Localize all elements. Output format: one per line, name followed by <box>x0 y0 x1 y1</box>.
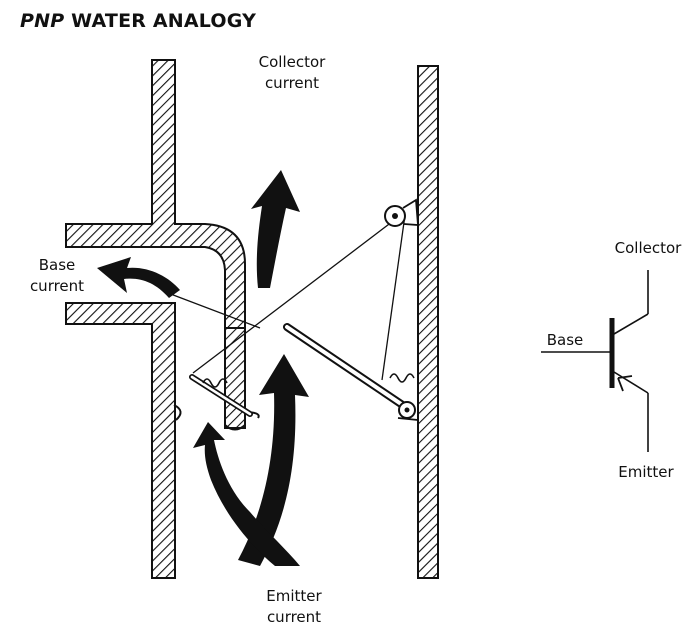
left-wall-fin <box>173 404 182 421</box>
emitter-current-line2: current <box>266 608 322 626</box>
valve-stem <box>224 327 246 429</box>
symbol-emitter-label: Emitter <box>610 462 682 483</box>
pnp-transistor-symbol <box>541 270 649 452</box>
symbol-emitter-text: Emitter <box>618 463 674 481</box>
top-pulley-hub <box>392 213 398 219</box>
symbol-emitter-arrowhead <box>617 375 633 392</box>
left-upper-pipe-wall <box>65 59 246 329</box>
valve-stem-cap <box>224 424 246 431</box>
title-rest: WATER ANALOGY <box>64 10 257 32</box>
emitter-current-side-arrow <box>193 422 300 566</box>
right-pipe-wall <box>417 65 439 579</box>
title-prefix: PNP <box>20 10 65 32</box>
base-flow-line <box>167 292 261 329</box>
emitter-current-line1: Emitter <box>266 587 322 605</box>
collector-current-line2: current <box>264 74 320 92</box>
emitter-current-main-arrow <box>238 354 309 566</box>
flap-rod-inner <box>190 375 252 416</box>
base-current-arrow <box>97 257 180 298</box>
left-lower-pipe-wall <box>65 302 176 579</box>
symbol-base-label: Base <box>540 330 590 351</box>
lower-spring <box>202 378 228 388</box>
collector-current-line1: Collector <box>258 53 326 71</box>
tension-line-short <box>381 214 406 381</box>
base-current-label: Base current <box>22 255 92 297</box>
bottom-pivot-hub <box>404 407 410 413</box>
symbol-collector-diagonal <box>613 313 649 335</box>
upper-spring <box>389 373 415 383</box>
emitter-current-label: Emitter current <box>254 586 334 628</box>
diagram-title: PNP WATER ANALOGY <box>20 10 256 32</box>
base-current-line1: Base <box>38 256 76 274</box>
top-pulley-bracket <box>402 198 419 226</box>
pivot-rod-inner <box>285 325 412 412</box>
symbol-collector-label: Collector <box>605 238 691 259</box>
tension-line-long <box>192 211 406 374</box>
symbol-collector-text: Collector <box>614 239 682 257</box>
symbol-emitter-diagonal <box>613 371 649 394</box>
collector-current-label: Collector current <box>250 52 334 94</box>
base-current-line2: current <box>29 277 85 295</box>
bottom-pivot-bracket <box>397 400 419 421</box>
collector-current-arrow <box>251 170 300 288</box>
symbol-base-text: Base <box>546 331 584 349</box>
